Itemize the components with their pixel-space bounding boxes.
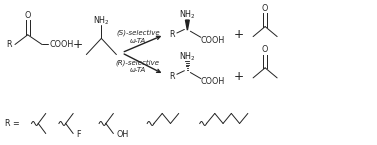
Text: O: O xyxy=(25,11,31,20)
Text: R: R xyxy=(6,40,12,49)
Text: ω-TA: ω-TA xyxy=(130,67,146,73)
Text: ω-TA: ω-TA xyxy=(130,38,146,44)
Text: R: R xyxy=(170,72,175,81)
Text: NH$_2$: NH$_2$ xyxy=(93,14,110,27)
Text: +: + xyxy=(234,70,244,83)
Text: (S)-selective: (S)-selective xyxy=(116,30,159,36)
Polygon shape xyxy=(185,20,189,30)
Text: COOH: COOH xyxy=(201,36,225,45)
Text: NH$_2$: NH$_2$ xyxy=(179,8,196,21)
Text: R =: R = xyxy=(5,119,20,128)
Text: +: + xyxy=(73,38,83,51)
Text: O: O xyxy=(262,4,268,13)
Text: (R)-selective: (R)-selective xyxy=(116,59,160,66)
Text: O: O xyxy=(262,45,268,54)
Text: NH$_2$: NH$_2$ xyxy=(179,50,196,63)
Text: F: F xyxy=(77,130,81,139)
Text: COOH: COOH xyxy=(49,40,74,49)
Text: COOH: COOH xyxy=(201,77,225,86)
Text: +: + xyxy=(234,28,244,41)
Text: OH: OH xyxy=(116,130,129,139)
Text: R: R xyxy=(170,30,175,39)
